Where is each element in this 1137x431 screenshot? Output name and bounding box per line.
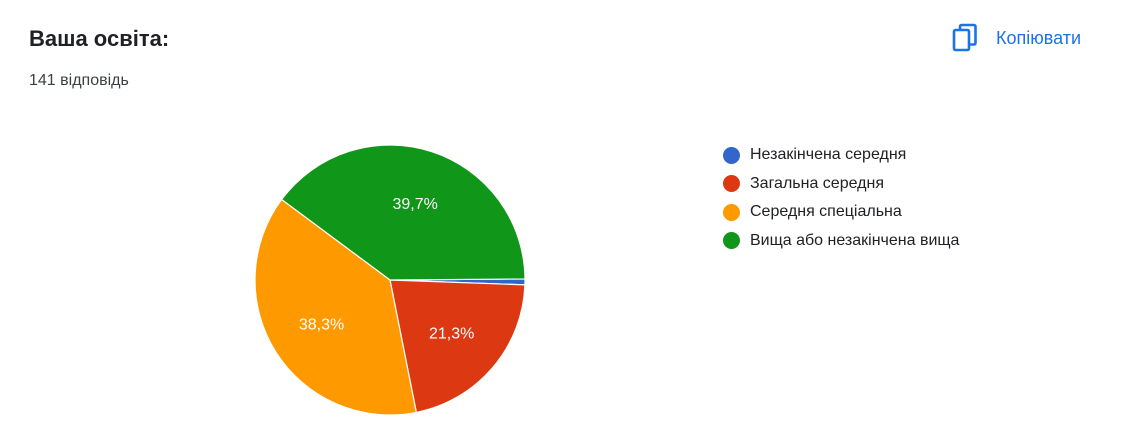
copy-button[interactable]: Копіювати [946,20,1087,56]
question-title: Ваша освіта: [29,26,170,51]
slice-label: 21,3% [429,326,474,343]
copy-label: Копіювати [996,27,1082,48]
response-count: 141 відповідь [29,72,129,89]
legend-label: Незакінчена середня [750,146,907,164]
pie-slice[interactable] [389,279,526,414]
slice-label: 39,7% [392,196,437,213]
copy-icon [952,22,978,54]
chart-legend: Незакінчена середня Загальна середня Серед… [723,141,959,255]
pie-slice[interactable] [254,198,418,416]
legend-item[interactable]: Загальна середня [723,170,959,199]
legend-color-dot [723,146,740,164]
legend-color-dot [723,175,740,193]
legend-label: Вища або незакінчена вища [750,231,960,249]
slice-label: 38,3% [299,316,344,333]
legend-color-dot [723,232,740,250]
legend-item[interactable]: Незакінчена середня [723,141,959,170]
legend-color-dot [723,203,740,221]
legend-item[interactable]: Вища або незакінчена вища [723,227,959,256]
legend-label: Середня спеціальна [750,203,902,221]
legend-item[interactable]: Середня спеціальна [723,198,959,227]
legend-label: Загальна середня [750,174,884,192]
pie-slice[interactable] [280,144,526,281]
